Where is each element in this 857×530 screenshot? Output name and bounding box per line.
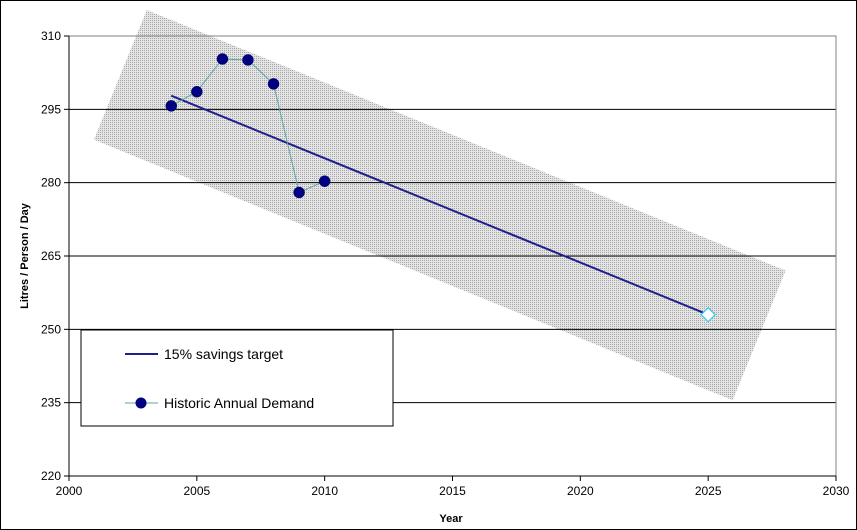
y-tick-label-295: 295 [41, 102, 61, 116]
y-tick-label-250: 250 [41, 322, 61, 336]
x-tick-label-2020: 2020 [567, 484, 594, 498]
target-endpoint-diamond [700, 306, 717, 323]
x-tick-label-2000: 2000 [56, 484, 83, 498]
legend-label-historic-demand: Historic Annual Demand [164, 395, 314, 411]
x-tick-label-2025: 2025 [695, 484, 722, 498]
y-tick-label-280: 280 [41, 176, 61, 190]
y-tick-label-235: 235 [41, 396, 61, 410]
data-point-historic-2006 [216, 53, 229, 65]
data-point-historic-2004 [165, 100, 178, 112]
x-tick-label-2030: 2030 [823, 484, 850, 498]
x-tick-label-2010: 2010 [311, 484, 338, 498]
data-point-historic-2008 [267, 78, 280, 90]
legend: 15% savings target Historic Annual Deman… [80, 329, 394, 427]
data-point-historic-2010 [318, 175, 331, 187]
data-point-historic-2007 [242, 54, 254, 66]
series-line-savings-target [170, 94, 709, 316]
legend-swatch-historic-marker [135, 397, 147, 409]
y-tick-label-220: 220 [41, 469, 61, 483]
x-tick-label-2005: 2005 [183, 484, 210, 498]
data-point-historic-2009 [293, 186, 305, 199]
x-tick-label-2015: 2015 [439, 484, 466, 498]
data-point-historic-2005 [191, 85, 203, 98]
x-axis-title: Year [439, 513, 463, 525]
legend-box [80, 329, 394, 427]
y-tick-label-310: 310 [41, 29, 61, 43]
legend-label-savings-target: 15% savings target [164, 346, 283, 362]
y-tick-label-265: 265 [41, 249, 61, 263]
y-axis-title: Litres / Person / Day [19, 202, 31, 309]
